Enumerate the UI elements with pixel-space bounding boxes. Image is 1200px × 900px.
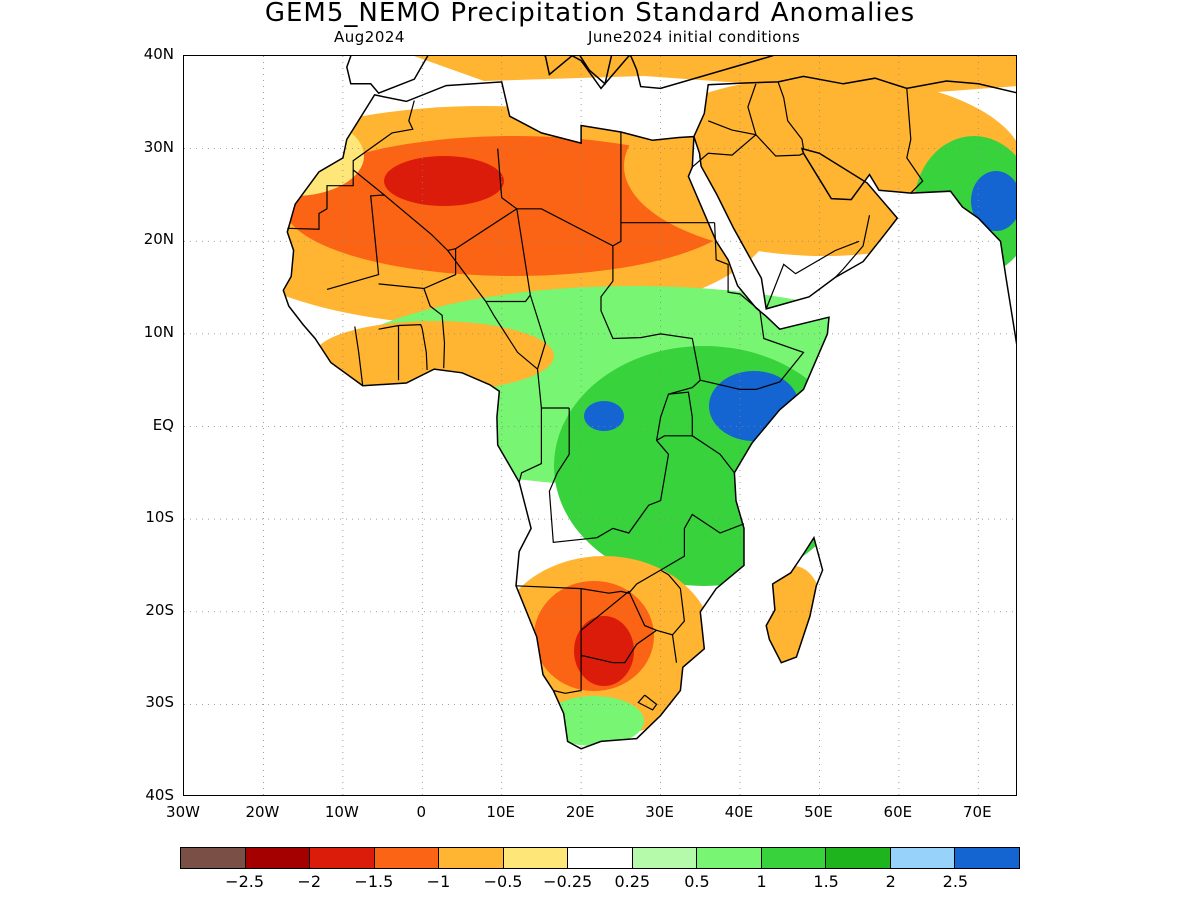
lat-lon-grid	[184, 56, 1016, 795]
color-bar-swatch	[568, 848, 633, 868]
color-bar-label: −0.5	[483, 872, 523, 891]
color-bar-label: −2	[297, 872, 322, 891]
dry-anomaly-europe	[414, 56, 1016, 96]
color-bar-label: 1	[756, 872, 767, 891]
longitude-label: 10E	[486, 803, 515, 821]
dry-anomaly-west-sahel	[314, 321, 554, 391]
latitude-label: 20N	[143, 230, 174, 249]
color-bar-label: 2	[885, 872, 896, 891]
coastlines-and-borders	[282, 56, 1016, 750]
color-bar-label: 0.5	[684, 872, 710, 891]
color-bar-label: 1.5	[813, 872, 839, 891]
strong-wet-anomaly-east-africa	[709, 371, 799, 441]
latitude-label: EQ	[152, 415, 174, 434]
dry-anomaly-madagascar	[764, 566, 824, 666]
color-bar-swatch	[826, 848, 891, 868]
africa-anomaly-map	[184, 56, 1016, 795]
latitude-label: 40S	[145, 786, 174, 804]
color-bar-swatch	[310, 848, 375, 868]
longitude-label: 40E	[724, 803, 754, 821]
very-dry-anomaly-sahara	[384, 156, 504, 206]
strong-wet-anomaly-congo	[584, 401, 624, 431]
color-bar-swatch	[697, 848, 762, 868]
longitude-label: 60E	[883, 803, 913, 821]
color-bar-swatch	[503, 848, 569, 868]
longitude-label: 0	[416, 803, 427, 821]
longitude-label: 20E	[565, 803, 595, 821]
latitude-label: 10S	[145, 508, 174, 527]
map-plot-area	[183, 55, 1017, 796]
color-bar	[180, 847, 1020, 869]
latitude-label: 20S	[145, 600, 174, 619]
color-bar-label: 0.25	[614, 872, 651, 891]
wet-anomaly-cape	[544, 696, 644, 746]
map-title: GEM5_NEMO Precipitation Standard Anomali…	[264, 0, 916, 28]
longitude-label: 50E	[804, 803, 833, 821]
initial-conditions-label: June2024 initial conditions	[588, 28, 801, 46]
target-month-label: Aug2024	[334, 28, 405, 46]
longitude-label: 10W	[324, 803, 359, 821]
longitude-label: 20W	[245, 803, 280, 821]
color-bar-swatch	[374, 848, 440, 868]
color-bar-swatch	[955, 848, 1019, 868]
anomaly-shading	[283, 76, 1016, 749]
color-bar-label: −2.5	[225, 872, 265, 891]
very-dry-anomaly-southern-africa	[574, 616, 634, 686]
color-bar-swatch	[439, 848, 504, 868]
latitude-label: 10N	[143, 322, 174, 341]
color-bar-swatch	[890, 848, 956, 868]
color-bar-swatch	[181, 848, 246, 868]
color-bar-swatch	[632, 848, 698, 868]
color-bar-swatch	[245, 848, 311, 868]
color-bar-label: −1.5	[354, 872, 394, 891]
color-bar-swatch	[761, 848, 827, 868]
color-bar-label: −0.25	[543, 872, 593, 891]
longitude-label: 30E	[645, 803, 674, 821]
wet-anomaly-central-africa	[554, 346, 854, 586]
strong-wet-anomaly-india	[971, 171, 1016, 231]
longitude-label: 30W	[166, 803, 200, 821]
longitude-label: 70E	[962, 803, 992, 821]
color-bar-label: 2.5	[942, 872, 969, 891]
latitude-label: 30S	[145, 693, 174, 712]
color-bar-label: −1	[426, 872, 451, 891]
latitude-label: 30N	[143, 137, 174, 156]
latitude-label: 40N	[143, 45, 174, 63]
